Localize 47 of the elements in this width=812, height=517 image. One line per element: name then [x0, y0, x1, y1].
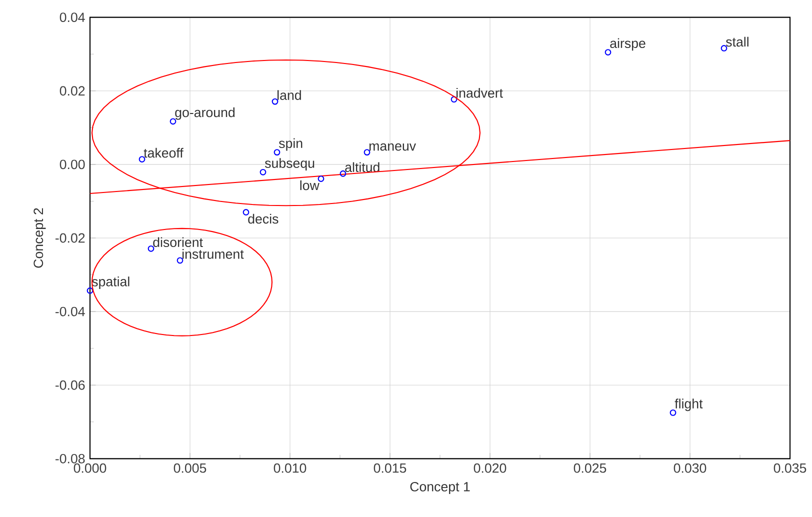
x-tick-label: 0.020: [474, 463, 506, 473]
point: [318, 175, 324, 182]
point: [148, 245, 154, 252]
x-axis-title: Concept 1: [410, 482, 470, 494]
data-label: stall: [726, 36, 748, 46]
point: [170, 118, 176, 124]
point: [364, 148, 370, 156]
point: [272, 98, 278, 105]
data-label: subsequ: [264, 158, 314, 170]
point: [176, 257, 184, 264]
x-tick-label: 0.025: [574, 463, 606, 473]
data-label: spatial: [92, 276, 130, 289]
data-label: disorient: [153, 237, 203, 247]
data-label: go-around: [175, 107, 235, 120]
point: [604, 48, 612, 56]
data-label: takeoff: [144, 148, 184, 158]
data-label: airspe: [610, 38, 646, 51]
y-tick-label: -0.02: [55, 233, 85, 243]
point: [260, 168, 266, 176]
data-label: flight: [674, 398, 703, 411]
x-tick-label: 0.015: [374, 463, 406, 473]
data-label: low: [300, 180, 320, 190]
data-label: land: [278, 90, 301, 100]
y-tick-label: 0.04: [60, 12, 85, 22]
y-tick-label: -0.08: [55, 454, 85, 464]
y-axis-title: Concept 2: [34, 208, 46, 268]
y-tick-label: 0.02: [60, 86, 85, 96]
x-tick-label: 0.005: [174, 463, 206, 473]
point: [720, 44, 728, 52]
x-tick-label: 0.030: [674, 463, 706, 473]
x-tick-label: 0.000: [74, 463, 106, 473]
point: [86, 287, 94, 294]
point: [274, 148, 280, 156]
y-tick-label: -0.04: [55, 306, 85, 316]
data-label: inadvert: [456, 88, 503, 98]
x-tick-label: 0.035: [774, 463, 806, 473]
point: [450, 96, 458, 102]
point: [242, 208, 250, 216]
y-tick-label: 0.00: [60, 160, 85, 169]
data-label: decis: [248, 214, 278, 224]
point: [340, 170, 346, 177]
x-tick-label: 0.010: [274, 463, 306, 473]
data-label: maneuv: [369, 143, 416, 151]
y-tick-label: -0.06: [55, 380, 85, 390]
data-label: instrument: [182, 248, 244, 259]
data-label: altitud: [345, 162, 380, 172]
data-label: spin: [278, 138, 302, 151]
